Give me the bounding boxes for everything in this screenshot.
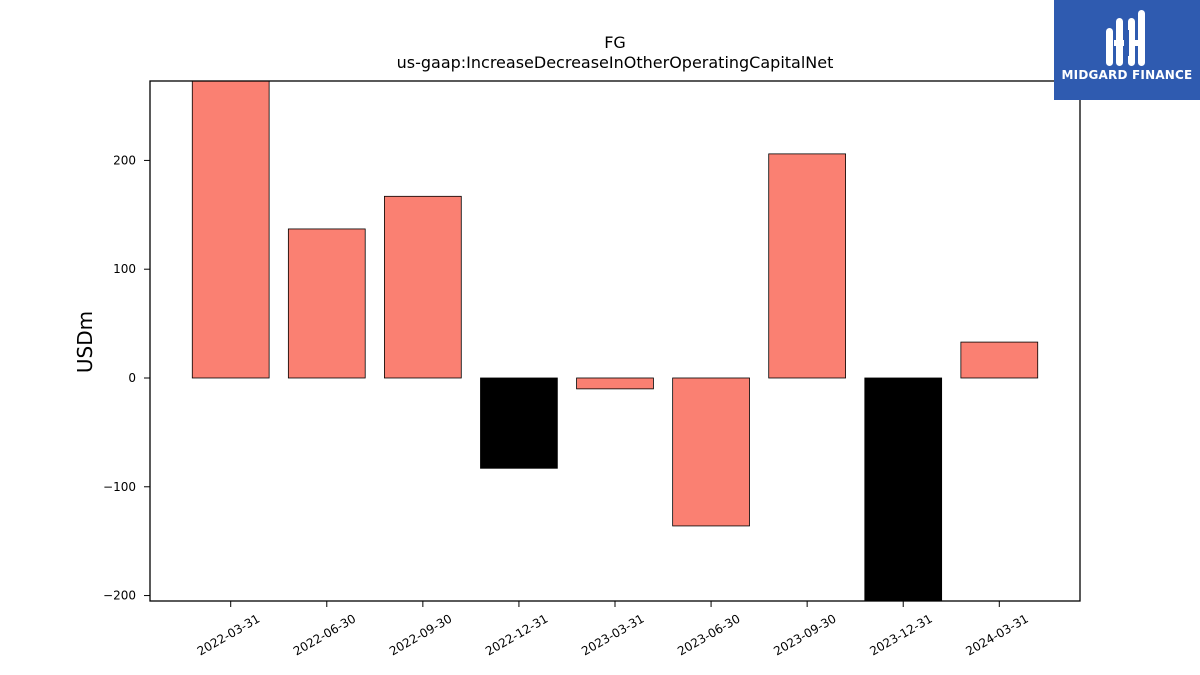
x-tick-label: 2023-06-30: [675, 611, 742, 658]
brand-name: MIDGARD FINANCE: [1061, 68, 1193, 82]
y-tick-label: −200: [103, 589, 136, 603]
brand-logo: MIDGARD FINANCE: [1054, 0, 1200, 100]
bar-2023-03-31: [576, 377, 654, 390]
x-tick-label: 2023-03-31: [579, 611, 646, 658]
x-axis-ticks: 2022-03-31 2022-06-30 2022-09-30 2022-12-31…: [195, 601, 1031, 658]
midgard-logo-icon: [1106, 10, 1145, 66]
y-axis-label: USDm: [73, 311, 97, 373]
y-tick-label: 200: [113, 153, 136, 167]
bar-2022-06-30: [287, 228, 366, 379]
plot-frame: [149, 80, 1081, 602]
x-tick-label: 2023-09-30: [771, 611, 838, 658]
x-tick-label: 2022-03-31: [195, 611, 262, 658]
x-tick-label: 2022-12-31: [483, 611, 550, 658]
chart-subtitle: us-gaap:IncreaseDecreaseInOtherOperating…: [397, 53, 834, 72]
bar-2022-03-31: [191, 80, 270, 379]
x-tick-label: 2023-12-31: [867, 611, 934, 658]
bars-group: [191, 80, 1039, 602]
bar-2023-09-30: [768, 153, 846, 379]
bar-2023-06-30: [672, 377, 750, 527]
bar-2022-09-30: [384, 195, 462, 379]
bar-2023-12-31: [864, 377, 943, 602]
x-tick-label: 2024-03-31: [963, 611, 1030, 658]
bar-2022-12-31: [480, 377, 558, 469]
chart-title: FG: [604, 33, 626, 52]
y-tick-label: −100: [103, 480, 136, 494]
y-axis-ticks: −200 −100 0 100 200: [103, 153, 150, 603]
x-tick-label: 2022-06-30: [291, 611, 358, 658]
x-tick-label: 2022-09-30: [387, 611, 454, 658]
bar-2024-03-31: [960, 341, 1039, 379]
y-tick-label: 100: [113, 262, 136, 276]
y-tick-label: 0: [128, 371, 136, 385]
